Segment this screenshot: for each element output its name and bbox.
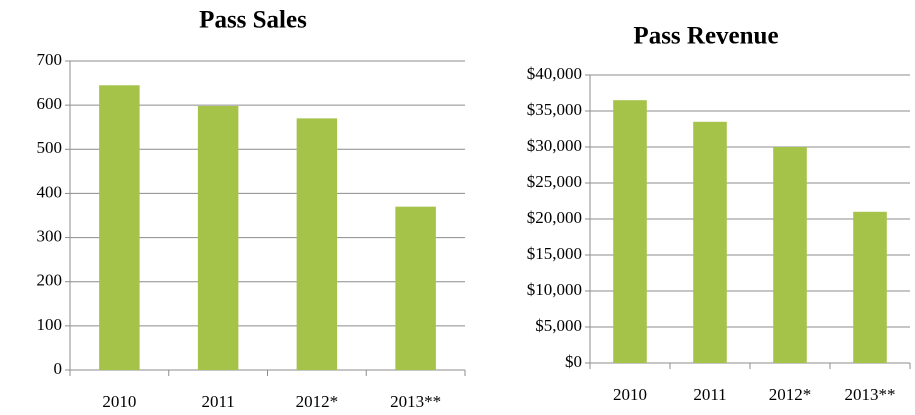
y-tick-label: 300	[37, 226, 63, 245]
y-tick-label: $40,000	[527, 64, 582, 83]
y-tick-label: 0	[54, 359, 63, 378]
bar	[395, 206, 436, 370]
chart-title: Pass Revenue	[633, 23, 778, 50]
bar	[296, 118, 338, 370]
bar	[773, 147, 807, 363]
x-tick-label: 2013**	[845, 385, 896, 404]
x-tick-label: 2012*	[296, 392, 339, 411]
y-tick-label: $10,000	[527, 280, 582, 299]
y-tick-label: $35,000	[527, 100, 582, 119]
bar	[197, 106, 239, 371]
y-tick-label: $25,000	[527, 172, 582, 191]
y-tick-label: 500	[37, 138, 63, 157]
y-tick-label: $20,000	[527, 208, 582, 227]
x-tick-label: 2010	[102, 392, 136, 411]
x-tick-label: 2013**	[390, 392, 441, 411]
x-tick-label: 2012*	[769, 385, 812, 404]
y-tick-label: 100	[37, 315, 63, 334]
y-tick-label: $30,000	[527, 136, 582, 155]
x-tick-label: 2011	[201, 392, 234, 411]
x-tick-label: 2010	[613, 385, 647, 404]
y-tick-label: 200	[37, 271, 63, 290]
bar	[99, 85, 140, 371]
y-tick-label: 700	[37, 50, 63, 69]
bar	[613, 100, 647, 363]
chart-title: Pass Sales	[199, 7, 307, 34]
bar	[693, 121, 727, 363]
bar	[853, 211, 887, 363]
y-tick-label: $15,000	[527, 244, 582, 263]
y-tick-label: $5,000	[535, 316, 582, 335]
y-tick-label: 400	[37, 182, 63, 201]
x-tick-label: 2011	[693, 385, 726, 404]
y-tick-label: $0	[565, 352, 582, 371]
y-tick-label: 600	[37, 94, 63, 113]
